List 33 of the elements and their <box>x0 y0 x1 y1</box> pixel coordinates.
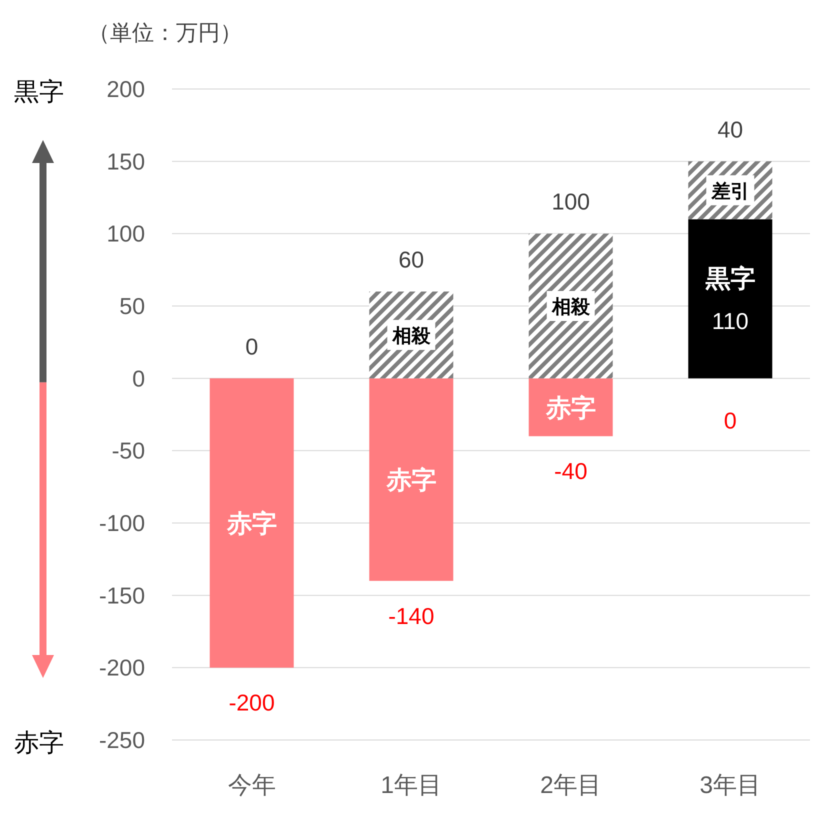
x-tick-label: 2年目 <box>540 772 602 799</box>
text: （単位：万円） <box>88 20 242 45</box>
x-tick-label: 3年目 <box>700 772 761 799</box>
y-tick-label: 150 <box>106 148 145 174</box>
series-label: 相殺 <box>391 324 432 347</box>
annotation: 赤字 <box>226 510 277 538</box>
series-label: 黒字 <box>704 264 756 293</box>
data-label: -40 <box>554 458 588 484</box>
x-tick-label: 1年目 <box>380 772 442 799</box>
data-label: 100 <box>552 188 590 215</box>
data-label: 0 <box>245 333 258 360</box>
annotation: 0 <box>724 407 737 434</box>
data-label: 40 <box>717 116 744 142</box>
data-label: 60 <box>398 246 424 273</box>
y-tick-label: -100 <box>98 510 145 536</box>
y-tick-label: 200 <box>106 76 145 102</box>
y-tick-label: 100 <box>106 220 145 247</box>
y-tick-label: -200 <box>98 654 145 681</box>
text: 赤字 <box>386 466 436 495</box>
series-label: 赤字 <box>544 394 596 422</box>
x-tick-label: 今年 <box>228 772 276 799</box>
text: 赤字 <box>14 729 64 757</box>
series-label: 差引 <box>710 181 750 202</box>
y-tick-label: -50 <box>112 438 145 464</box>
text: 黒字 <box>14 78 64 106</box>
y-tick-label: 50 <box>119 293 145 319</box>
data-label: -200 <box>228 690 275 716</box>
data-label: -140 <box>388 602 434 629</box>
data-label: 110 <box>712 308 749 334</box>
y-tick-label: -150 <box>98 582 145 608</box>
y-tick-label: 0 <box>132 365 145 392</box>
y-tick-label: -250 <box>98 727 145 753</box>
text: 相殺 <box>552 297 590 318</box>
